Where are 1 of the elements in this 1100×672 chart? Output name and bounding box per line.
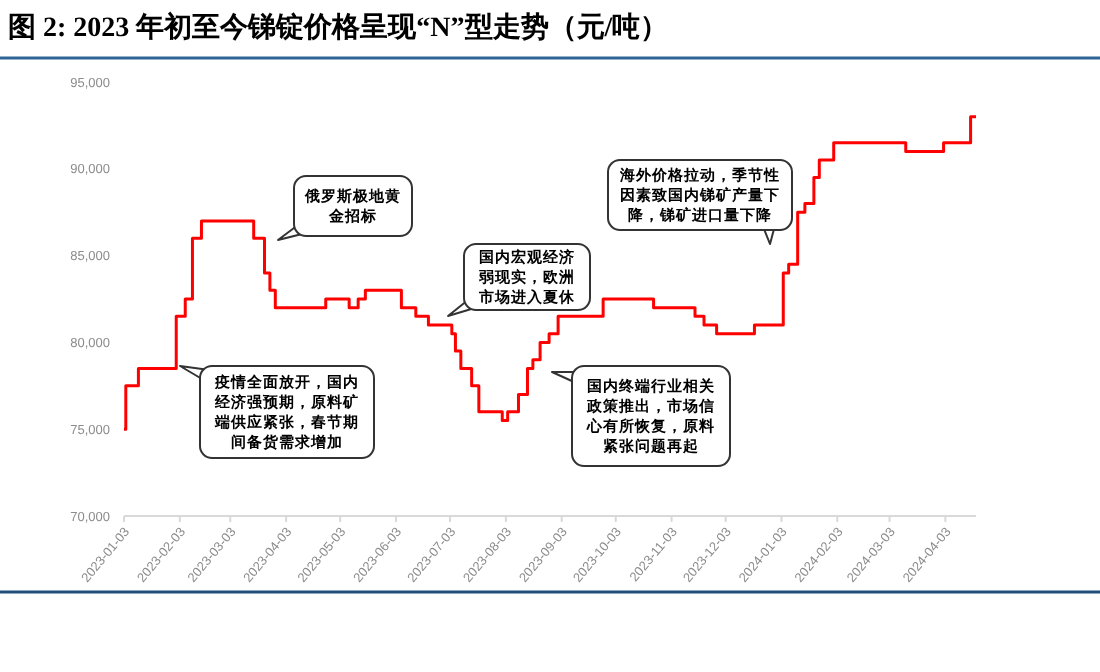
chart-title: 图 2: 2023 年初至今锑锭价格呈现“N”型走势（元/吨） bbox=[8, 10, 669, 44]
